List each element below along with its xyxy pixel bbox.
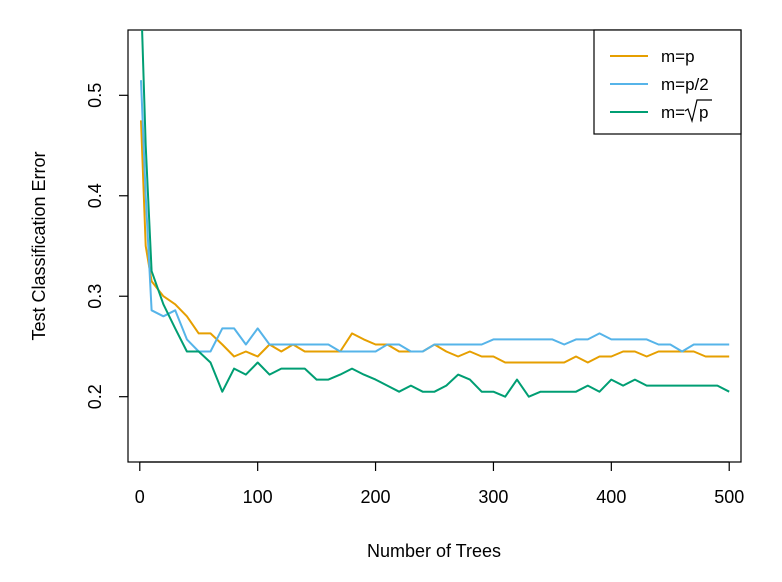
x-tick-label: 200 bbox=[361, 487, 391, 507]
x-tick-label: 400 bbox=[596, 487, 626, 507]
series-line-2 bbox=[141, 30, 730, 398]
x-tick-label: 100 bbox=[243, 487, 273, 507]
x-tick-label: 500 bbox=[714, 487, 744, 507]
y-tick-label: 0.5 bbox=[85, 83, 105, 108]
legend-label-m-p: m=p bbox=[661, 47, 695, 66]
legend-label-m-p-half: m=p/2 bbox=[661, 75, 709, 94]
series-line-0 bbox=[140, 120, 730, 364]
x-tick-label: 300 bbox=[478, 487, 508, 507]
legend-box bbox=[593, 29, 742, 135]
series-layer bbox=[140, 30, 730, 398]
y-tick-label: 0.2 bbox=[85, 384, 105, 409]
x-axis: 0 100 200 300 400 500 bbox=[135, 461, 744, 507]
sqrt-symbol-icon bbox=[684, 99, 712, 124]
legend: m=p m=p/2 m= p bbox=[593, 29, 742, 135]
y-axis: 0.2 0.3 0.4 0.5 bbox=[85, 83, 129, 409]
legend-label-m-sqrt-p-radicand: p bbox=[699, 103, 708, 122]
x-axis-title: Number of Trees bbox=[367, 541, 501, 561]
legend-label-m-sqrt-p-prefix: m= bbox=[661, 103, 685, 122]
y-tick-label: 0.4 bbox=[85, 183, 105, 208]
y-tick-label: 0.3 bbox=[85, 284, 105, 309]
series-line-1 bbox=[140, 80, 730, 353]
x-tick-label: 0 bbox=[135, 487, 145, 507]
y-axis-title: Test Classification Error bbox=[29, 151, 49, 340]
